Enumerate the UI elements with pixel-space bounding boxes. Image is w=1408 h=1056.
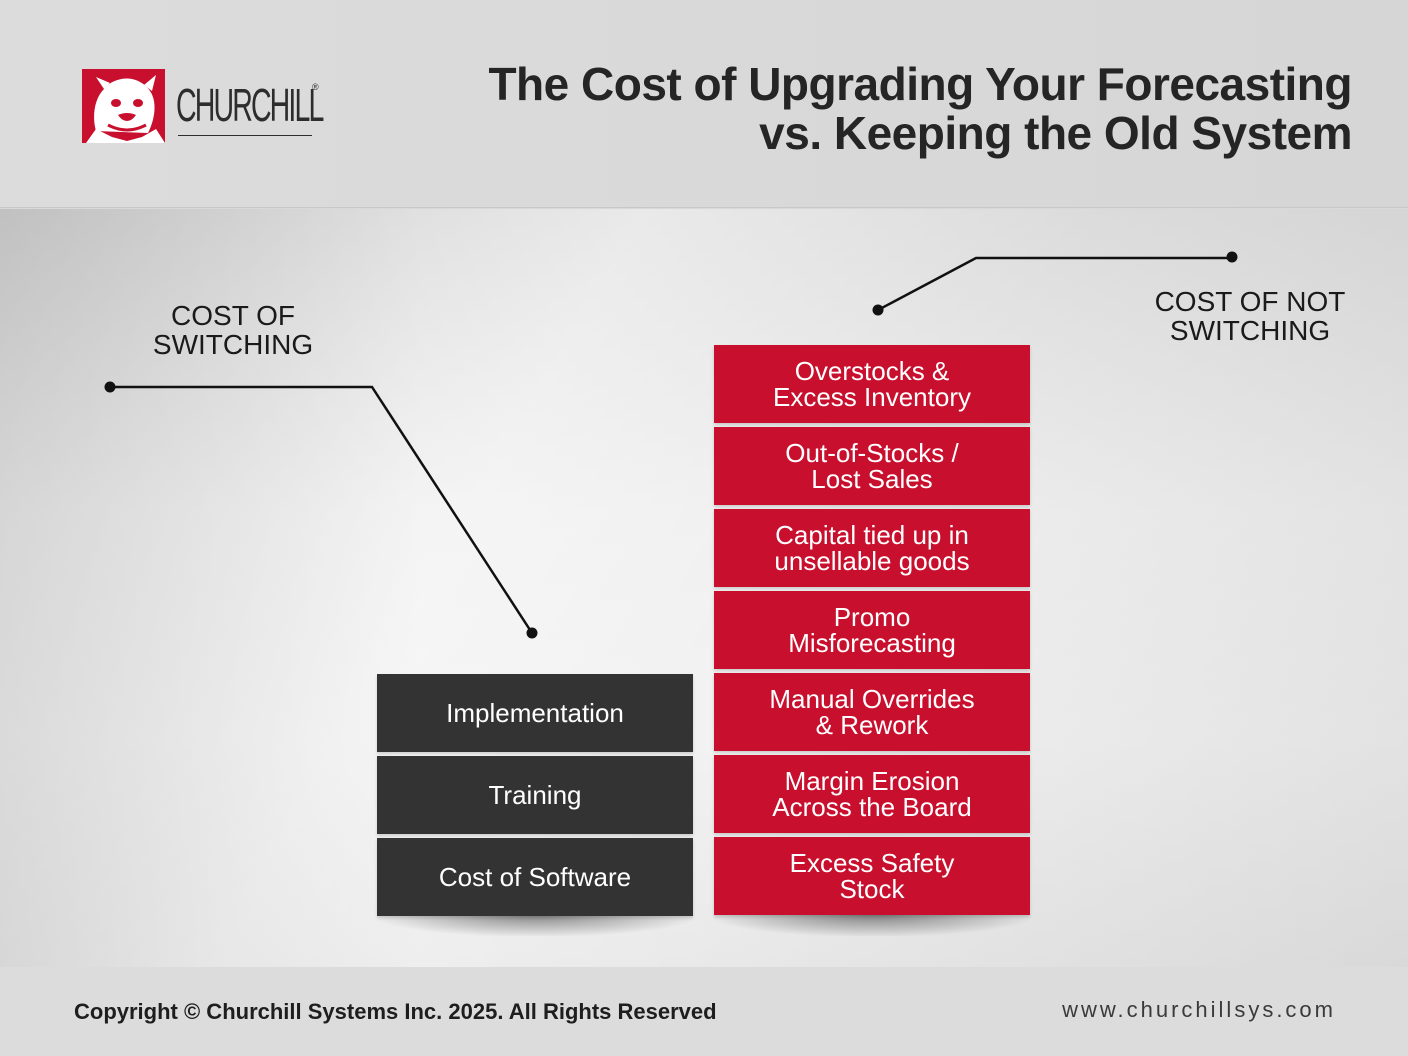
website-link[interactable]: www.churchillsys.com bbox=[1062, 997, 1336, 1022]
not-switching-cost-block: Manual Overrides & Rework bbox=[714, 673, 1030, 751]
cost-of-switching-stack: Implementation Training Cost of Software bbox=[377, 674, 693, 920]
not-switching-cost-block: Excess Safety Stock bbox=[714, 837, 1030, 915]
registered-mark: ® bbox=[312, 82, 319, 92]
footer: Copyright © Churchill Systems Inc. 2025.… bbox=[0, 967, 1408, 1056]
block-label: Overstocks & Excess Inventory bbox=[773, 356, 971, 412]
title-line-1: The Cost of Upgrading Your Forecasting bbox=[488, 58, 1352, 110]
cost-of-not-switching-text: COST OF NOT SWITCHING bbox=[1154, 286, 1346, 346]
dark-stack-shadow bbox=[377, 914, 693, 936]
switching-cost-block: Implementation bbox=[377, 674, 693, 752]
not-switching-cost-block: Overstocks & Excess Inventory bbox=[714, 345, 1030, 423]
red-stack-shadow bbox=[714, 914, 1030, 936]
copyright-text: Copyright © Churchill Systems Inc. 2025.… bbox=[74, 999, 717, 1024]
not-switching-cost-block: Promo Misforecasting bbox=[714, 591, 1030, 669]
switching-cost-block: Training bbox=[377, 756, 693, 834]
not-switching-cost-block: Margin Erosion Across the Board bbox=[714, 755, 1030, 833]
block-label: Out-of-Stocks / Lost Sales bbox=[785, 438, 959, 494]
logo-underline bbox=[178, 135, 312, 136]
block-label: Training bbox=[488, 780, 582, 810]
block-label: Promo Misforecasting bbox=[788, 602, 956, 658]
block-label: Margin Erosion Across the Board bbox=[772, 766, 972, 822]
block-label: Capital tied up in unsellable goods bbox=[774, 520, 970, 576]
block-label: Cost of Software bbox=[438, 862, 632, 892]
block-label: Excess Safety Stock bbox=[789, 848, 955, 904]
not-switching-cost-block: Out-of-Stocks / Lost Sales bbox=[714, 427, 1030, 505]
switching-cost-block: Cost of Software bbox=[377, 838, 693, 916]
cost-of-not-switching-stack: Overstocks & Excess Inventory Out-of-Sto… bbox=[714, 345, 1030, 919]
block-label: Manual Overrides & Rework bbox=[769, 684, 975, 740]
logo-wordmark: CHURCHILL bbox=[176, 79, 324, 131]
not-switching-cost-block: Capital tied up in unsellable goods bbox=[714, 509, 1030, 587]
cost-of-switching-text: COST OF SWITCHING bbox=[152, 300, 314, 360]
cost-of-not-switching-label: COST OF NOT SWITCHING bbox=[1130, 287, 1370, 345]
title-line-2: vs. Keeping the Old System bbox=[759, 107, 1352, 159]
page-title: The Cost of Upgrading Your Forecasting v… bbox=[372, 60, 1352, 158]
header: CHURCHILL ® The Cost of Upgrading Your F… bbox=[0, 0, 1408, 208]
bulldog-icon bbox=[82, 69, 165, 143]
cost-of-switching-label: COST OF SWITCHING bbox=[133, 301, 333, 359]
block-label: Implementation bbox=[446, 698, 624, 728]
